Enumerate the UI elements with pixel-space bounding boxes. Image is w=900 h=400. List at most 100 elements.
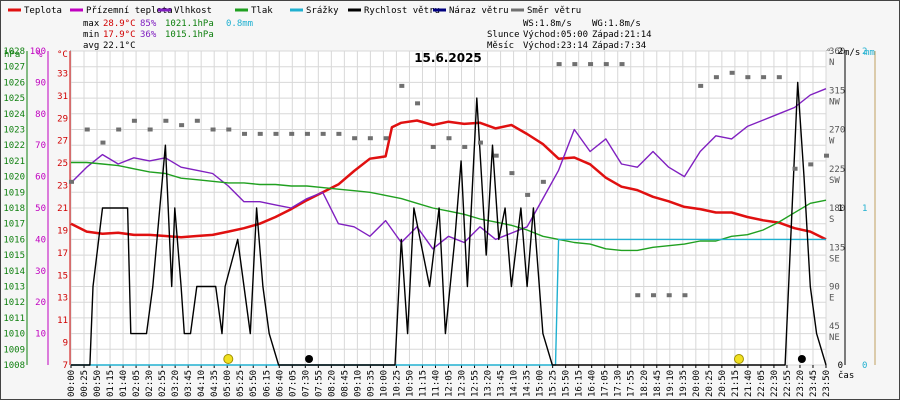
legend-label: Rychlost větru (364, 6, 440, 16)
pressure-tick: 1008 (3, 361, 25, 371)
humidity-tick: 30 (35, 267, 46, 277)
temperature-tick: 9 (63, 339, 68, 349)
pressure-tick: 1014 (3, 267, 25, 277)
series-teplota (70, 119, 827, 241)
wind-direction-point (540, 179, 546, 184)
direction-tick-compass: NW (829, 97, 840, 107)
moonrise-marker (797, 355, 806, 363)
pressure-tick: 1021 (3, 157, 25, 167)
x-tick-label: 11:15 (418, 370, 428, 397)
left-axes: 1008100910101011101210131014101510161017… (3, 47, 71, 371)
direction-tick-compass: E (829, 294, 834, 304)
x-tick-label: 18:45 (653, 370, 663, 397)
wind-direction-point (179, 123, 185, 128)
wind-direction-point (446, 136, 452, 141)
direction-tick: 270 (829, 126, 845, 136)
x-tick-label: 20:25 (705, 370, 715, 397)
direction-tick: 225 (829, 165, 845, 175)
temperature-tick: 33 (57, 69, 68, 79)
x-unit: čas (838, 370, 854, 381)
grid (70, 50, 827, 366)
wind-direction-point (477, 140, 483, 145)
x-tick-label: 10:00 (379, 370, 389, 397)
pressure-tick: 1028 (3, 47, 25, 57)
direction-tick: 315 (829, 86, 845, 96)
temperature-tick: 27 (57, 137, 68, 147)
x-tick-label: 12:55 (471, 370, 481, 397)
direction-tick: 135 (829, 243, 845, 253)
x-tick-label: 00:50 (93, 370, 103, 397)
wind-direction-point (682, 293, 688, 298)
summary-max-hum: 85% (140, 19, 157, 29)
wind-direction-point (698, 83, 704, 88)
moonrise-time: Východ:23:14 (523, 41, 588, 51)
x-tick-label: 13:45 (497, 370, 507, 397)
wind-direction-point (666, 293, 672, 298)
wind-direction-point (776, 75, 782, 80)
summary-max-label: max (83, 19, 100, 29)
temperature-tick: 31 (57, 92, 68, 102)
wind-direction-point (650, 293, 656, 298)
legend: Teplota Přízemní teplota Vlhkost Tlak Srážky… (8, 6, 581, 16)
x-tick-label: 07:30 (301, 370, 311, 397)
x-tick-label: 23:45 (809, 370, 819, 397)
pressure-unit: hPa (4, 50, 20, 60)
direction-tick: 45 (829, 322, 840, 332)
wind-direction-point (257, 131, 263, 136)
legend-label: Srážky (306, 6, 339, 16)
wind-gust-stat: WG:1.8m/s (592, 19, 641, 29)
pressure-tick: 1012 (3, 298, 25, 308)
moonset-time: Západ:7:34 (592, 41, 646, 51)
wind-direction-point (131, 118, 137, 123)
pressure-tick: 1020 (3, 173, 25, 183)
summary-min-label: min (83, 30, 99, 40)
temperature-tick: 15 (57, 271, 68, 281)
humidity-tick: 60 (35, 173, 46, 183)
x-tick-label: 17:05 (601, 370, 611, 397)
x-tick-label: 07:05 (288, 370, 298, 397)
temperature-unit: °C (57, 50, 68, 60)
x-tick-label: 10:25 (392, 370, 402, 397)
x-tick-label: 19:10 (666, 370, 676, 397)
wind-direction-point (713, 75, 719, 80)
direction-unit: ° (826, 48, 831, 58)
x-tick-label: 02:55 (158, 370, 168, 397)
wind-direction-point (603, 62, 609, 67)
x-tick-label: 03:20 (171, 370, 181, 397)
wind-direction-point (273, 131, 279, 136)
direction-tick-compass: S (829, 215, 834, 225)
x-tick-label: 01:15 (106, 370, 116, 397)
wind-direction-point (116, 127, 122, 132)
humidity-tick: 50 (35, 204, 46, 214)
x-tick-label: 23:20 (796, 370, 806, 397)
sunset-marker (733, 354, 744, 364)
wind-direction-point (226, 127, 232, 132)
humidity-tick: 90 (35, 78, 46, 88)
wind-direction-point (100, 140, 106, 145)
x-tick-label: 14:35 (523, 370, 533, 397)
wind-direction-point (525, 192, 531, 197)
rain-unit: mm (864, 48, 875, 58)
series-layer (69, 62, 829, 366)
rain-tick: 1 (862, 204, 867, 214)
x-tick-label: 05:25 (236, 370, 246, 397)
sun-label: Slunce (487, 30, 520, 40)
wind-direction-point (163, 118, 169, 123)
x-axis: 00:00 00:25 00:50 01:15 01:40 02:05 02:30 02:55… (67, 365, 832, 397)
pressure-tick: 1026 (3, 78, 25, 88)
wind-direction-point (572, 62, 578, 67)
wind-direction-point (69, 179, 74, 184)
x-tick-label: 00:25 (80, 370, 90, 397)
direction-tick-compass: SE (829, 254, 840, 264)
x-tick-label: 04:35 (210, 370, 220, 397)
series-rychlost-v-tru (71, 81, 827, 366)
wind-direction-point (320, 131, 326, 136)
rain-tick: 2 (862, 47, 867, 57)
chart-title: 15.6.2025 (414, 51, 482, 65)
temperature-tick: 21 (57, 204, 68, 214)
pressure-tick: 1011 (3, 314, 25, 324)
temperature-tick: 13 (57, 294, 68, 304)
axis-unit-labels: hPa % °C ° m/s mm čas (4, 48, 875, 381)
